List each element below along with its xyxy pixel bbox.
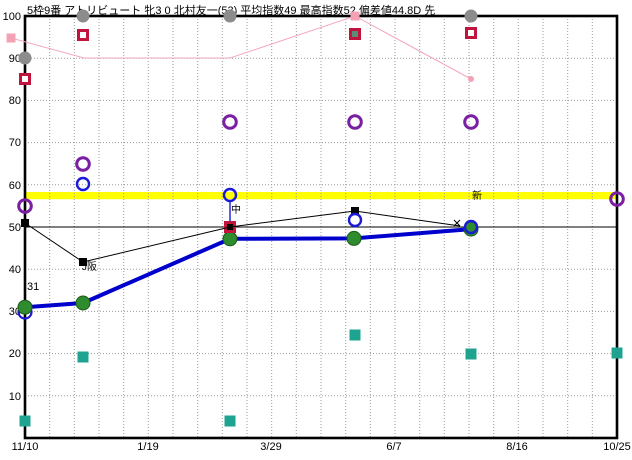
svg-text:50: 50: [9, 222, 21, 234]
svg-text:100: 100: [3, 11, 21, 23]
svg-text:1/19: 1/19: [137, 441, 158, 453]
svg-text:40: 40: [9, 264, 21, 276]
svg-text:3/29: 3/29: [260, 441, 281, 453]
svg-text:6/7: 6/7: [386, 441, 401, 453]
svg-text:10/25: 10/25: [603, 441, 631, 453]
svg-text:8/16: 8/16: [506, 441, 527, 453]
svg-text:10: 10: [9, 391, 21, 403]
svg-text:60: 60: [9, 180, 21, 192]
svg-text:80: 80: [9, 95, 21, 107]
svg-text:70: 70: [9, 137, 21, 149]
svg-text:20: 20: [9, 348, 21, 360]
svg-text:11/10: 11/10: [12, 441, 39, 453]
